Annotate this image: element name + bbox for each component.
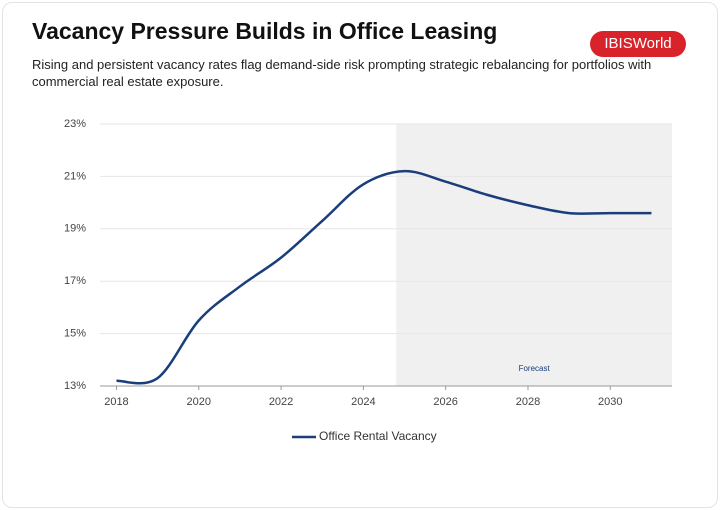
legend-label: Office Rental Vacancy: [319, 429, 437, 443]
x-tick-label: 2026: [433, 396, 457, 408]
y-tick-label: 21%: [64, 170, 86, 182]
x-tick-label: 2024: [351, 396, 375, 408]
x-tick-label: 2020: [187, 396, 211, 408]
x-tick-label: 2030: [598, 396, 622, 408]
x-tick-label: 2022: [269, 396, 293, 408]
forecast-region: [396, 124, 672, 386]
y-tick-label: 13%: [64, 380, 86, 392]
line: [116, 169, 652, 385]
chart-title: Vacancy Pressure Builds in Office Leasin…: [32, 18, 498, 44]
y-tick-label: 17%: [64, 275, 86, 287]
forecast-label: Forecast: [519, 364, 551, 373]
y-tick-label: 15%: [64, 328, 86, 340]
y-tick-label: 23%: [64, 118, 86, 130]
x-tick-label: 2028: [516, 396, 540, 408]
chart-subtitle: Rising and persistent vacancy rates flag…: [32, 57, 652, 89]
logo: IBISWorld: [590, 31, 686, 57]
x-tick-label: 2018: [104, 396, 128, 408]
y-tick-label: 19%: [64, 223, 86, 235]
